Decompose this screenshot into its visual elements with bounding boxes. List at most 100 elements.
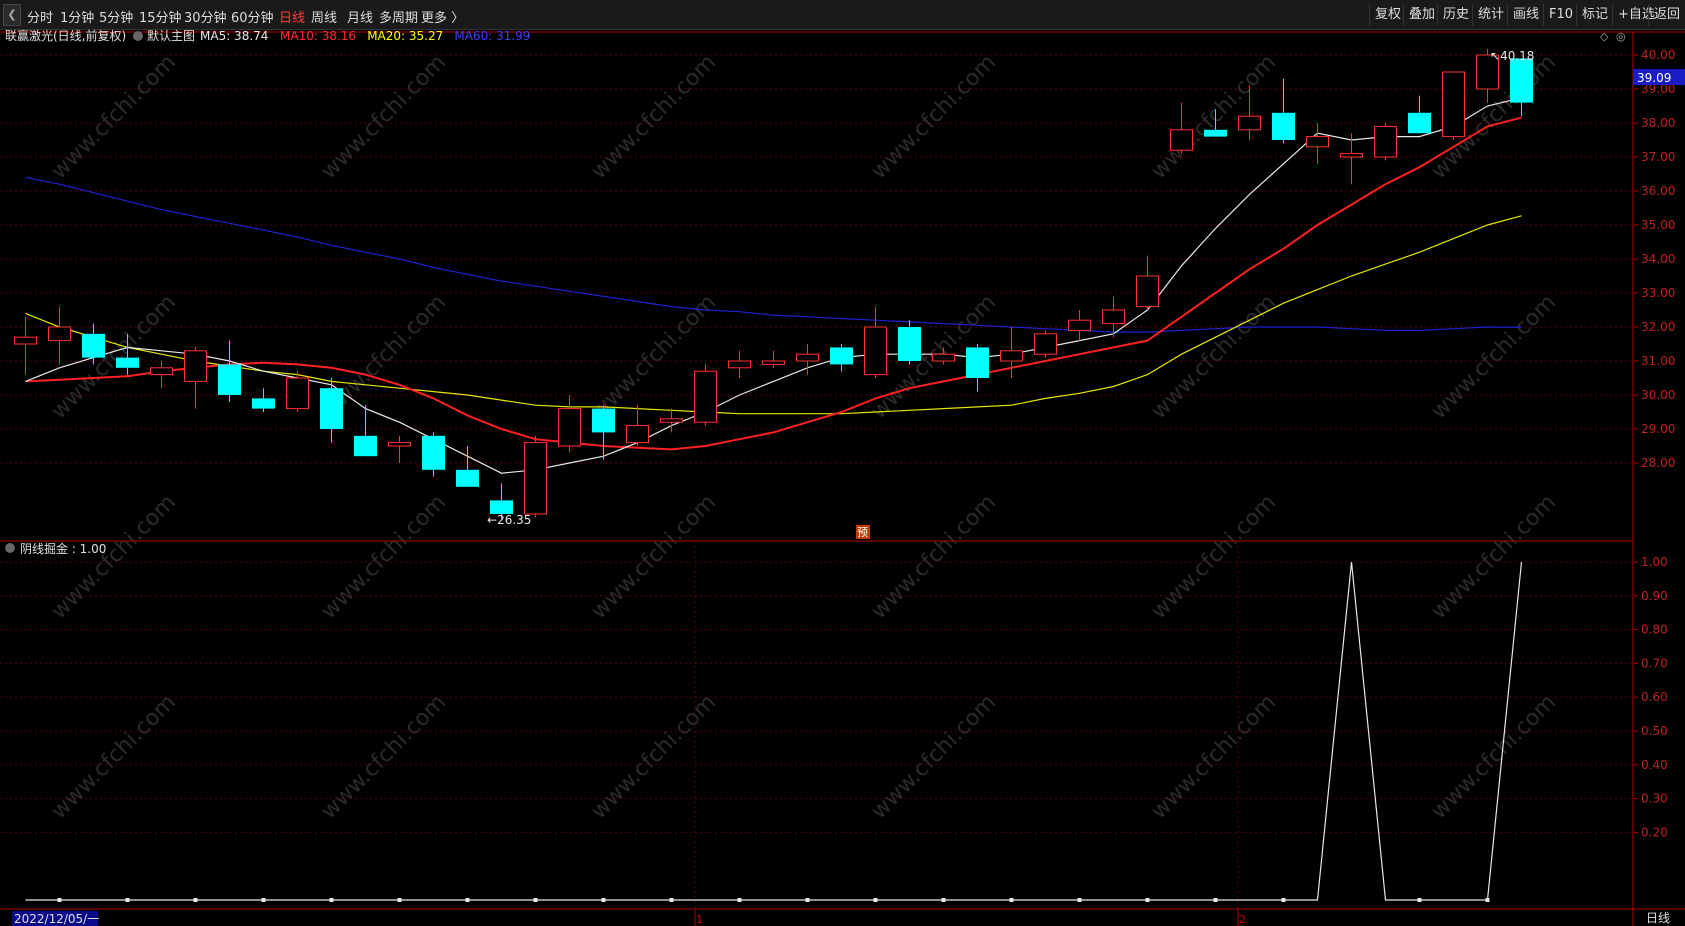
tab-5[interactable]: 60分钟 bbox=[231, 11, 274, 26]
candle-body bbox=[864, 326, 887, 376]
toolbar-button-4[interactable]: 画线 bbox=[1507, 4, 1544, 26]
watermark-0: www.cfchi.com bbox=[47, 50, 181, 184]
candle-body bbox=[1340, 153, 1363, 158]
toolbar-button-5[interactable]: F10 bbox=[1543, 4, 1578, 26]
candle-body bbox=[1204, 129, 1227, 137]
chart-frame bbox=[0, 31, 1685, 926]
candle-29 bbox=[1000, 327, 1023, 378]
candle-body bbox=[830, 347, 853, 365]
indicator-point bbox=[1213, 898, 1218, 902]
indicator-axis-label-1: 0.90 bbox=[1641, 589, 1668, 603]
watermark-20: www.cfchi.com bbox=[587, 690, 721, 824]
tab-7[interactable]: 周线 bbox=[311, 11, 338, 26]
ma20-line bbox=[25, 215, 1522, 415]
indicator-point bbox=[57, 898, 62, 902]
candle-22 bbox=[762, 350, 785, 368]
indicator-point bbox=[601, 898, 606, 902]
indicator-axis-label-3: 0.70 bbox=[1641, 656, 1668, 670]
current-price-tag: 39.09 bbox=[1637, 71, 1671, 85]
indicator-axis-label-8: 0.20 bbox=[1641, 825, 1668, 839]
template-toggle-icon[interactable] bbox=[133, 31, 143, 41]
candle-body bbox=[1238, 115, 1261, 131]
diamond-icon[interactable]: ◇ bbox=[1600, 30, 1609, 43]
indicator-point bbox=[261, 898, 266, 902]
candle-5 bbox=[184, 347, 207, 409]
candle-body bbox=[796, 353, 819, 362]
price-axis-label-5: 35.00 bbox=[1641, 218, 1675, 232]
toolbar-button-3[interactable]: 统计 bbox=[1472, 4, 1509, 26]
indicator-point bbox=[873, 898, 878, 902]
indicator-point bbox=[397, 898, 402, 902]
candle-0 bbox=[14, 316, 37, 375]
indicator-point bbox=[669, 898, 674, 902]
tab-4[interactable]: 30分钟 bbox=[184, 11, 227, 26]
toolbar-button-2[interactable]: 历史 bbox=[1437, 4, 1474, 26]
template-label[interactable]: 默认主图 bbox=[147, 28, 195, 43]
indicator-axis-label-4: 0.60 bbox=[1641, 690, 1668, 704]
candle-body bbox=[388, 442, 411, 447]
indicator-point bbox=[1009, 898, 1014, 902]
price-axis-label-11: 29.00 bbox=[1641, 422, 1675, 436]
toolbar-button-1[interactable]: 叠加 bbox=[1403, 4, 1440, 26]
candle-body bbox=[252, 398, 275, 409]
price-axis-label-10: 30.00 bbox=[1641, 388, 1675, 402]
candle-25 bbox=[864, 306, 887, 378]
price-axis-label-3: 37.00 bbox=[1641, 150, 1675, 164]
tab-10[interactable]: 更多 〉 bbox=[421, 11, 465, 26]
forecast-marker: 预 bbox=[857, 526, 868, 539]
stock-title: 联赢激光(日线,前复权) bbox=[5, 28, 126, 43]
candle-body bbox=[660, 418, 683, 423]
settings-dot-icon[interactable]: ◎ bbox=[1616, 30, 1626, 43]
candle-body bbox=[1102, 309, 1125, 325]
watermark-14: www.cfchi.com bbox=[587, 490, 721, 624]
candle-body bbox=[694, 370, 717, 423]
price-axis-label-8: 32.00 bbox=[1641, 320, 1675, 334]
toolbar-button-6[interactable]: 标记 bbox=[1576, 4, 1613, 26]
ma5-line bbox=[25, 97, 1522, 474]
candle-body bbox=[1000, 350, 1023, 362]
tab-1[interactable]: 1分钟 bbox=[60, 11, 95, 26]
candle-body bbox=[422, 435, 445, 470]
candles bbox=[14, 48, 1533, 520]
candle-body bbox=[592, 408, 615, 433]
indicator-toggle-icon[interactable] bbox=[5, 543, 15, 553]
candle-41 bbox=[1408, 95, 1431, 134]
ma60-line bbox=[25, 176, 1522, 333]
candle-11 bbox=[388, 435, 411, 463]
tab-2[interactable]: 5分钟 bbox=[99, 11, 134, 26]
tab-9[interactable]: 多周期 bbox=[379, 11, 419, 26]
indicator-point bbox=[465, 898, 470, 902]
candle-body bbox=[728, 360, 751, 369]
candle-44 bbox=[1510, 58, 1533, 117]
toolbar-button-8[interactable]: 返回 bbox=[1648, 4, 1685, 26]
candle-body bbox=[932, 353, 955, 362]
watermark-22: www.cfchi.com bbox=[1147, 690, 1281, 824]
indicator-point bbox=[1077, 898, 1082, 902]
candle-37 bbox=[1272, 78, 1295, 144]
tab-8[interactable]: 月线 bbox=[347, 11, 374, 26]
candle-42 bbox=[1442, 71, 1465, 140]
toolbar-button-7[interactable]: +自选 bbox=[1612, 4, 1660, 26]
toolbar-button-0[interactable]: 复权 bbox=[1369, 4, 1406, 26]
tab-6[interactable]: 日线 bbox=[279, 11, 306, 26]
candle-body bbox=[82, 333, 105, 358]
ma-lines bbox=[25, 97, 1522, 474]
price-axis: 40.00 39.00 38.00 37.00 36.00 35.00 34.00 33.00… bbox=[1633, 48, 1675, 470]
ma-legend-2: MA20: 35.27 bbox=[367, 29, 443, 43]
tab-3[interactable]: 15分钟 bbox=[139, 11, 182, 26]
collapse-arrow-icon[interactable]: ❮ bbox=[3, 4, 21, 26]
candle-35 bbox=[1204, 109, 1227, 137]
candle-27 bbox=[932, 347, 955, 365]
period-label[interactable]: 日线 bbox=[1646, 911, 1670, 925]
indicator-point bbox=[125, 898, 130, 902]
candle-body bbox=[14, 336, 37, 345]
forecast-marker-box[interactable] bbox=[856, 525, 870, 539]
watermark-10: www.cfchi.com bbox=[1147, 290, 1281, 424]
candle-body bbox=[1510, 58, 1533, 103]
price-axis-label-9: 31.00 bbox=[1641, 354, 1675, 368]
indicator-axis-label-7: 0.30 bbox=[1641, 792, 1668, 806]
price-axis-label-12: 28.00 bbox=[1641, 456, 1675, 470]
tab-0[interactable]: 分时 bbox=[27, 11, 54, 26]
ma-legend-0: MA5: 38.74 bbox=[200, 29, 268, 43]
